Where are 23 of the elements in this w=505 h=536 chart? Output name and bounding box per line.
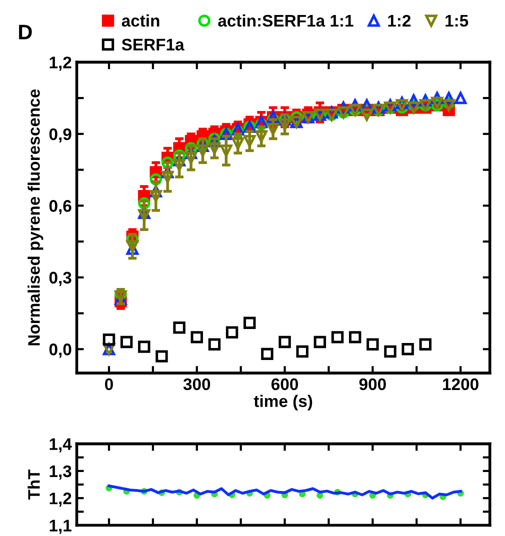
y-tick-label: 1,4 (50, 438, 72, 452)
y-tick-label: 0,9 (49, 128, 72, 143)
y-tick-label: 1,2 (50, 492, 72, 507)
y-tick-label: 0,3 (49, 272, 72, 286)
legend-label: actin (122, 14, 160, 27)
y-tick-label: 0,6 (49, 200, 72, 214)
y-tick-label: 0,0 (49, 344, 72, 358)
text: D (19, 24, 32, 40)
legend-label: 1:2 (388, 14, 411, 27)
legend-label: 1:5 (446, 15, 468, 27)
x-tick-label: 300 (183, 378, 210, 390)
x-tick-label: 0 (105, 378, 113, 390)
x-axis-title: time (s) (254, 394, 312, 410)
x-tick-label: 1200 (443, 378, 478, 390)
legend-label: SERF1a (122, 38, 184, 51)
y-tick-label: 1,3 (50, 465, 72, 480)
y-axis-title: Normalised pyrene fluorescence (28, 89, 44, 346)
y-axis-title: ThT (28, 469, 40, 500)
y-tick-label: 1,2 (50, 56, 72, 71)
x-tick-label: 600 (271, 378, 298, 390)
x-tick-label: 900 (359, 378, 386, 390)
y-tick-label: 1,1 (50, 520, 72, 534)
legend-label: actin:SERF1a 1:1 (218, 14, 354, 27)
